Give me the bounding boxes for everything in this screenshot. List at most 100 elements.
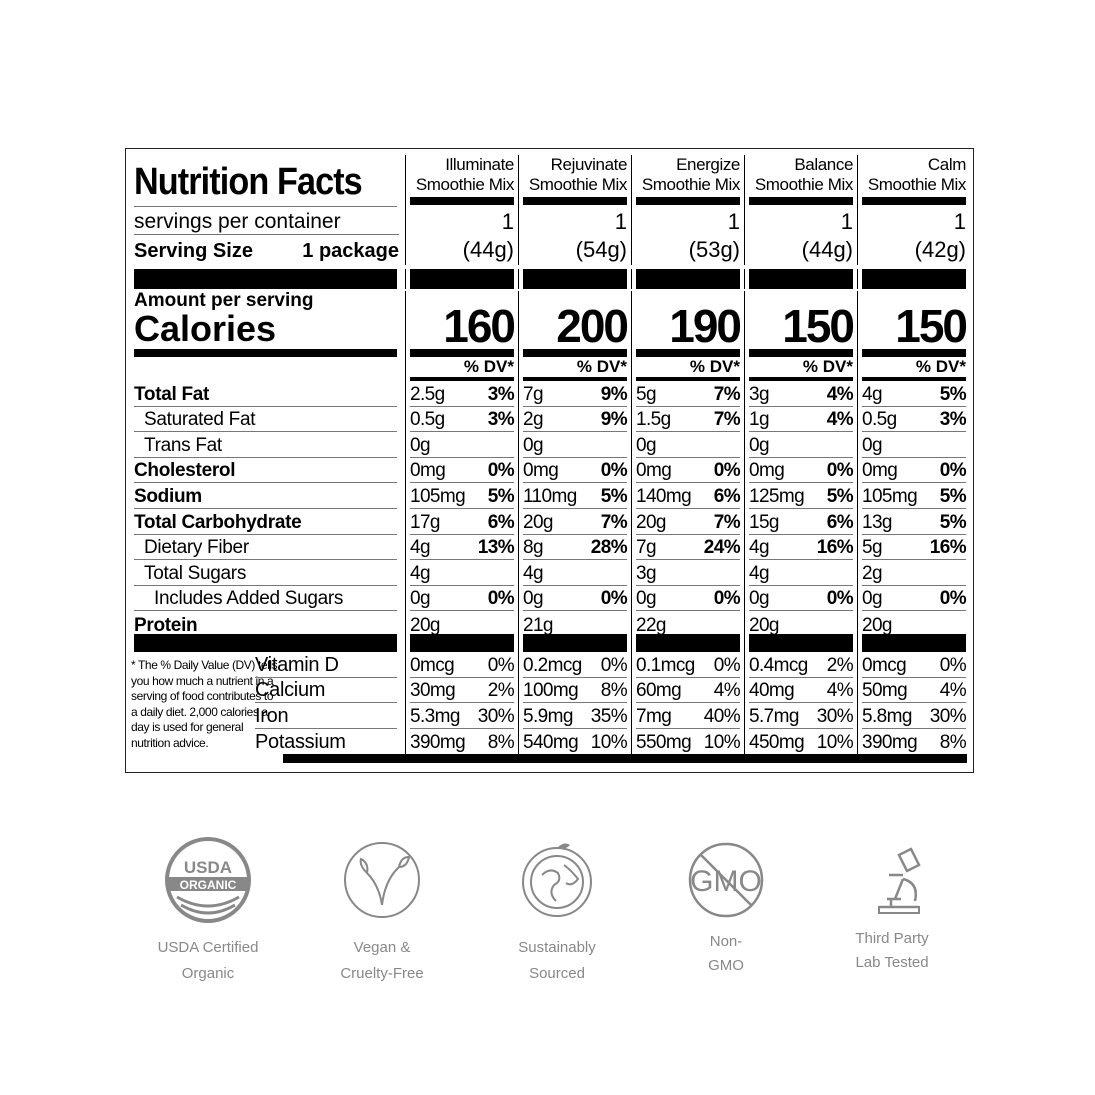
nutrient-row: Sodium 105mg 5% 110mg 5% 140mg 6% 125mg 5% 105mg 5… [134,483,970,509]
amount: 20g [636,511,667,533]
product-name: Rejuvinate [550,155,628,174]
percent-dv: 0% [826,588,854,610]
amount: 3g [636,562,657,584]
badge-label-line2: Sourced [529,965,585,982]
amount: 110mg [523,485,577,507]
nutrient-row: Total Fat 2.5g 3% 7g 9% 5g 7% 3g 4% 4g 5% [134,381,970,407]
amount: 3g [749,383,770,405]
amount: 125mg [749,485,805,507]
percent-dv: 0% [600,654,628,676]
servings-rows: servings per container Serving Size 1 pa… [134,207,970,265]
percent-dv: 5% [826,485,854,507]
percent-dv: 24% [703,537,741,559]
percent-dv: 30% [816,705,854,727]
vitamin-cell: 5.7mg 30% [744,703,857,729]
vitamin-cell: 450mg 10% [744,728,857,755]
bar-cell [518,269,631,289]
amount: 0mg [410,460,446,482]
servings-value: 1 [614,209,627,234]
bar [862,349,966,357]
vitamin-values: 50mg 4% [862,678,967,704]
nutrient-row: Protein 20g 21g 22g 20g 20g [134,611,970,637]
vitamin-label: Potassium [255,731,346,754]
nutrient-cell: 0mg 0% [518,457,631,484]
dv-cell: % DV* [518,357,631,381]
amount: 20g [523,511,554,533]
serving-cell: 1 (44g) [405,207,518,265]
serving-size-label: Serving Size [134,240,253,262]
nutrient-cell: 0g 0% [405,585,518,612]
nutrient-label: Includes Added Sugars [134,586,397,612]
nutrient-cell: 0g [405,432,518,458]
percent-dv: 7% [600,511,628,533]
vitamin-cell: 0.4mcg 2% [744,652,857,678]
nutrient-label: Total Carbohydrate [134,509,397,535]
amount: 5.3mg [410,705,460,727]
percent-dv: 0% [487,588,515,610]
nutrient-cell: 0mg 0% [405,457,518,484]
calories-value: 160 [405,291,518,349]
nutrient-row: Total Sugars 4g 4g 3g 4g 2g [134,560,970,586]
nutrient-cell: 15g 6% [744,509,857,535]
percent-dv: 0% [713,654,741,676]
nutrient-values: 125mg 5% [749,483,854,509]
amount: 140mg [636,485,692,507]
percent-dv: 0% [487,654,515,676]
nutrient-cell: 0.5g 3% [857,406,970,433]
serving-cell: 1 (54g) [518,207,631,265]
vitamin-cell: 550mg 10% [631,728,744,755]
percent-dv: 0% [939,654,967,676]
amount: 0mg [749,460,785,482]
spacer [134,652,255,678]
vitamin-cell: 390mg 8% [405,728,518,755]
calories-value: 200 [518,291,631,349]
nutrient-values: 0.5g 3% [410,407,515,433]
percent-dv: 8% [487,732,515,754]
vitamin-values: 390mg 8% [862,729,967,755]
nutrient-cell: 1.5g 7% [631,406,744,433]
product-subtitle: Smoothie Mix [867,175,967,194]
nutrient-values: 0mg 0% [636,458,741,484]
amount: 450mg [749,732,805,754]
nutrient-cell: 0.5g 3% [405,406,518,433]
percent-dv: 0% [487,460,515,482]
globe-icon [512,835,602,925]
percent-dv: 9% [600,409,628,431]
percent-dv: 35% [590,705,628,727]
serving-size: (44g) [462,237,514,262]
badge-label: Sustainably Sourced [477,935,637,987]
calories-value: 150 [857,291,970,349]
nutrient-values: 0g 0% [410,586,515,612]
amount: 0mg [523,460,559,482]
product-name: Illuminate [445,155,514,174]
bar [523,349,627,357]
percent-dv: 4% [826,680,854,702]
nutrient-values: 20g 7% [636,509,741,535]
nutrient-cell: 2g 9% [518,406,631,433]
vitamin-cell: 0mcg 0% [857,652,970,678]
vitamin-values: 0.1mcg 0% [636,652,741,678]
amount: 4g [410,562,431,584]
spacer [134,729,255,755]
nutrient-cell: 7g 24% [631,534,744,561]
nutrient-cell: 5g 16% [857,534,970,561]
serving-size: (53g) [688,237,740,262]
bar [410,634,514,652]
serving-cell: 1 (44g) [744,207,857,265]
vitamin-cell: 40mg 4% [744,677,857,704]
amount: 0mcg [862,654,907,676]
bar-cell [518,349,631,357]
vitamin-values: 540mg 10% [523,729,628,755]
bar [134,269,397,289]
nutrient-label: Protein [134,614,198,636]
nutrient-values: 4g [523,560,627,586]
nutrient-values: 0g [636,432,740,458]
amount: 5.9mg [523,705,573,727]
nutrient-cell: 17g 6% [405,509,518,535]
product-header: Energize Smoothie Mix [631,155,744,207]
product-header: Calm Smoothie Mix [857,155,970,207]
nutrient-cell: 20g 7% [631,509,744,535]
nutrient-values: 140mg 6% [636,483,741,509]
product-subtitle: Smoothie Mix [641,175,741,194]
nutrient-cell: 0g [744,432,857,458]
